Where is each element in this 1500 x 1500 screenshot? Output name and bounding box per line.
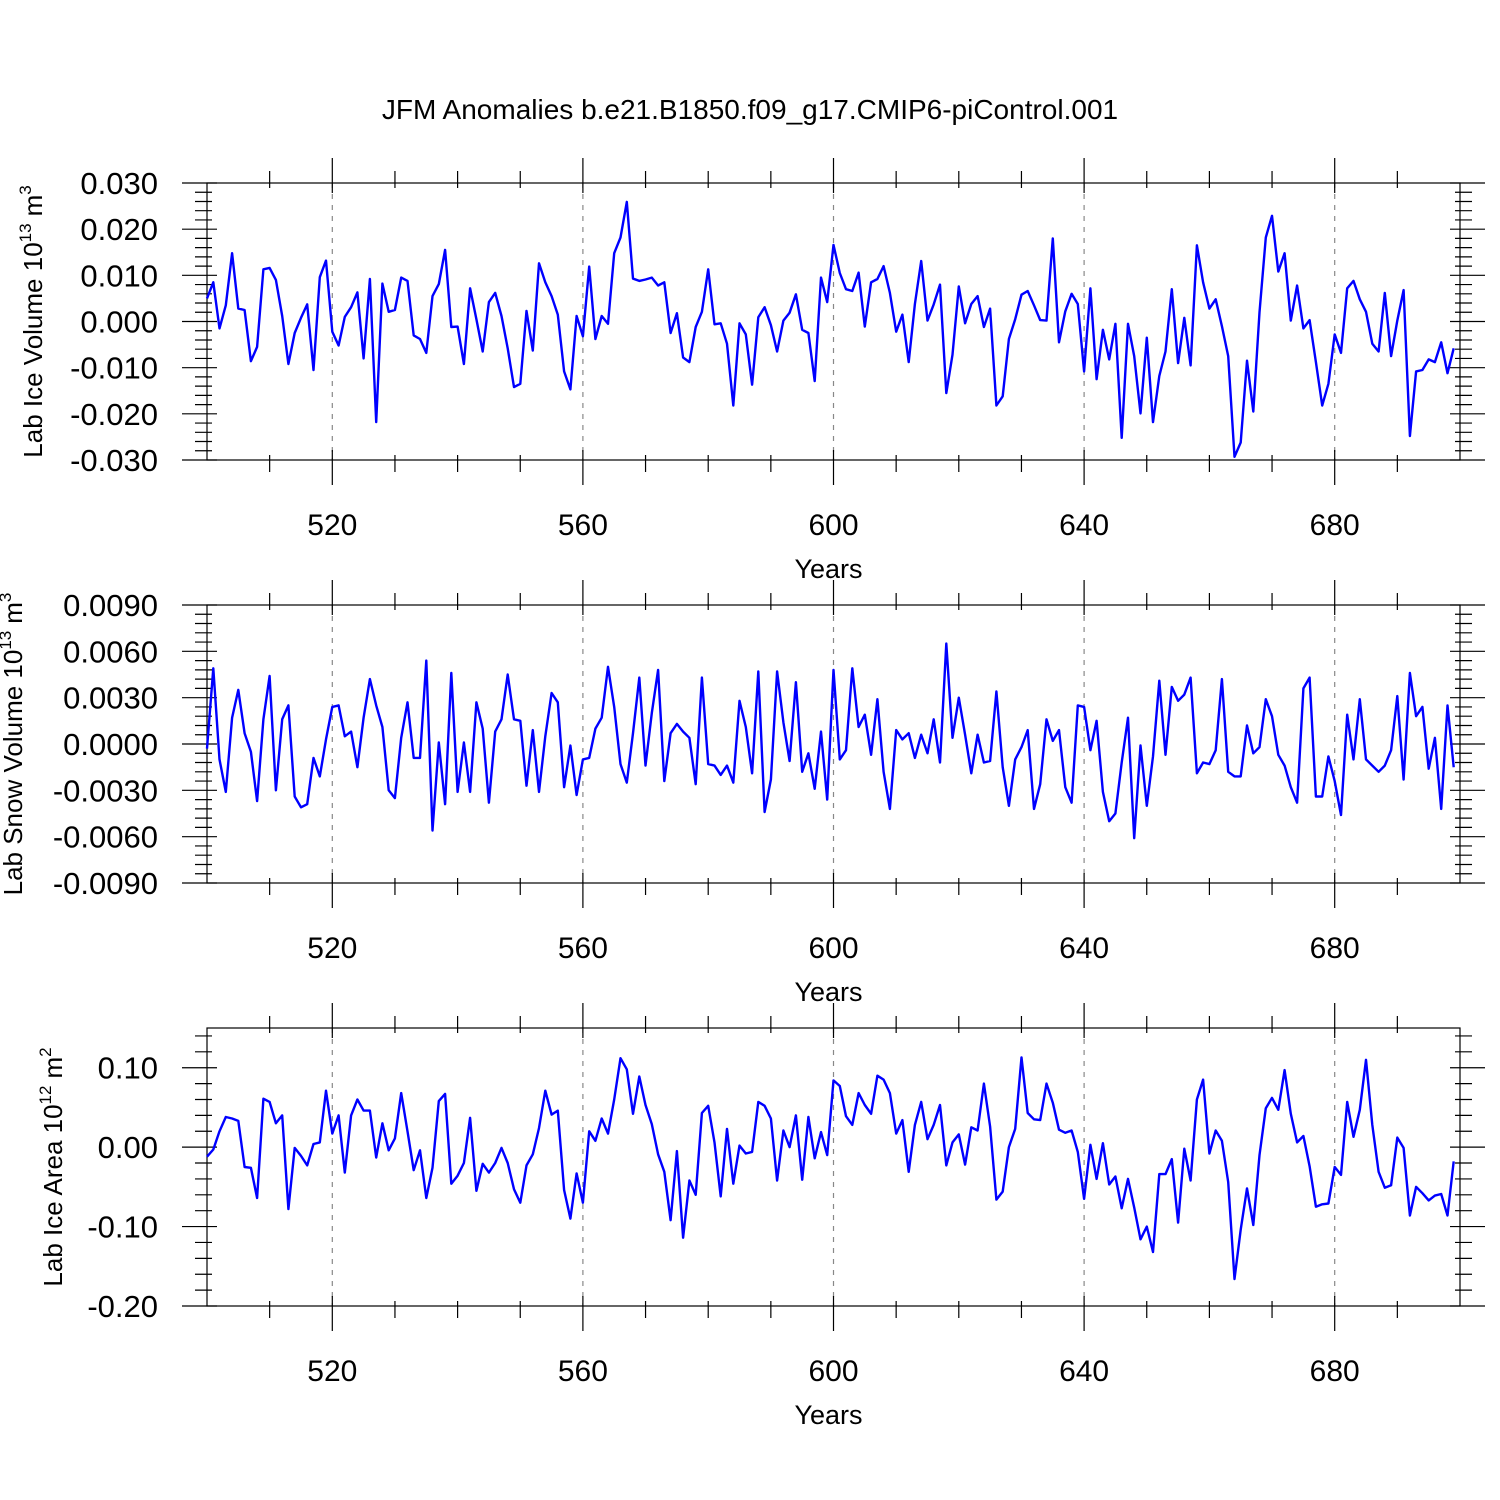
snow-volume-y-axis-label: Lab Snow Volume 1013 m3 — [0, 593, 28, 896]
snow-volume-x-tick-label: 680 — [1310, 932, 1360, 965]
chart-panel-ice-volume: 520 560 600 640 680 Years -0.030 -0.020 -0.010 0.… — [16, 158, 1485, 584]
ice-volume-x-tick-label: 520 — [307, 509, 357, 542]
snow-volume-y-label-exponent: 13 — [0, 631, 15, 650]
ice-volume-x-tick-label: 600 — [808, 509, 858, 542]
snow-volume-x-tick-label: 520 — [307, 932, 357, 965]
ice-area-x-tick-label: 560 — [558, 1355, 608, 1388]
ice-volume-y-tick-label: -0.020 — [70, 397, 158, 432]
snow-volume-y-label-text: Lab Snow Volume 10 — [0, 650, 28, 896]
ice-volume-y-label-unit-exponent: 3 — [16, 185, 35, 194]
ice-area-y-tick-label: 0.00 — [98, 1130, 158, 1165]
snow-volume-y-tick-label: -0.0060 — [53, 820, 158, 855]
snow-volume-y-tick-label: 0.0000 — [63, 727, 158, 762]
snow-volume-y-tick-label: 0.0090 — [63, 588, 158, 623]
ice-volume-y-tick-label: -0.030 — [70, 443, 158, 478]
ice-area-plot-frame — [206, 1027, 1461, 1307]
ice-volume-y-tick-label: -0.010 — [70, 351, 158, 386]
ice-volume-y-label-exponent: 13 — [16, 223, 35, 242]
snow-volume-y-label-unit-exponent: 3 — [0, 593, 15, 602]
chart-panel-snow-volume: 520 560 600 640 680 Years -0.0090 -0.0060 -0.003… — [0, 580, 1485, 1007]
ice-volume-y-axis-label: Lab Ice Volume 1013 m3 — [16, 185, 48, 457]
snow-volume-y-tick-label: 0.0030 — [63, 681, 158, 716]
ice-volume-x-tick-label: 560 — [558, 509, 608, 542]
snow-volume-x-tick-label: 560 — [558, 932, 608, 965]
ice-area-y-label-text: Lab Ice Area 10 — [38, 1104, 68, 1286]
ice-area-y-tick-label: -0.10 — [87, 1210, 158, 1245]
panels: 520 560 600 640 680 Years -0.030 -0.020 -0.010 0.… — [0, 158, 1485, 1430]
ice-area-y-label-unit-exponent: 2 — [36, 1047, 55, 1056]
snow-volume-y-tick-label: 0.0060 — [63, 634, 158, 669]
ice-area-y-label-unit: m — [38, 1057, 68, 1079]
ice-volume-x-tick-label: 640 — [1059, 509, 1109, 542]
ice-area-x-tick-label: 640 — [1059, 1355, 1109, 1388]
ice-area-x-tick-label: 680 — [1310, 1355, 1360, 1388]
chart-panel-ice-area: 520 560 600 640 680 Years -0.20 -0.10 0.00 0.10 La… — [36, 1003, 1485, 1430]
ice-volume-y-label-text: Lab Ice Volume 10 — [18, 242, 48, 457]
snow-volume-y-tick-label: -0.0090 — [53, 866, 158, 901]
ice-volume-y-tick-label: 0.020 — [80, 212, 158, 247]
snow-volume-x-tick-label: 640 — [1059, 932, 1109, 965]
ice-volume-y-tick-label: 0.000 — [80, 305, 158, 340]
ice-volume-x-axis-label: Years — [794, 554, 862, 584]
snow-volume-series-line — [205, 642, 1455, 840]
ice-area-x-axis-label: Years — [794, 1400, 862, 1430]
ice-area-series-line — [206, 1056, 1455, 1281]
ice-area-y-tick-label: 0.10 — [98, 1051, 158, 1086]
figure-title: JFM Anomalies b.e21.B1850.f09_g17.CMIP6-… — [382, 94, 1118, 125]
snow-volume-y-tick-label: -0.0030 — [53, 773, 158, 808]
snow-volume-x-axis-label: Years — [794, 977, 862, 1007]
ice-area-x-tick-label: 600 — [808, 1355, 858, 1388]
ice-area-y-tick-label: -0.20 — [87, 1289, 158, 1324]
snow-volume-x-tick-label: 600 — [808, 932, 858, 965]
ice-area-y-label-exponent: 12 — [36, 1086, 55, 1105]
ice-volume-y-tick-label: 0.030 — [80, 166, 158, 201]
ice-volume-x-tick-label: 680 — [1310, 509, 1360, 542]
snow-volume-y-label-unit: m — [0, 602, 28, 624]
ice-volume-y-tick-label: 0.010 — [80, 258, 158, 293]
ice-volume-y-label-unit: m — [18, 195, 48, 217]
snow-volume-plot-frame — [206, 604, 1461, 884]
ice-area-y-axis-label: Lab Ice Area 1012 m2 — [36, 1047, 68, 1286]
ice-area-x-tick-label: 520 — [307, 1355, 357, 1388]
ice-volume-series-line — [205, 200, 1455, 458]
